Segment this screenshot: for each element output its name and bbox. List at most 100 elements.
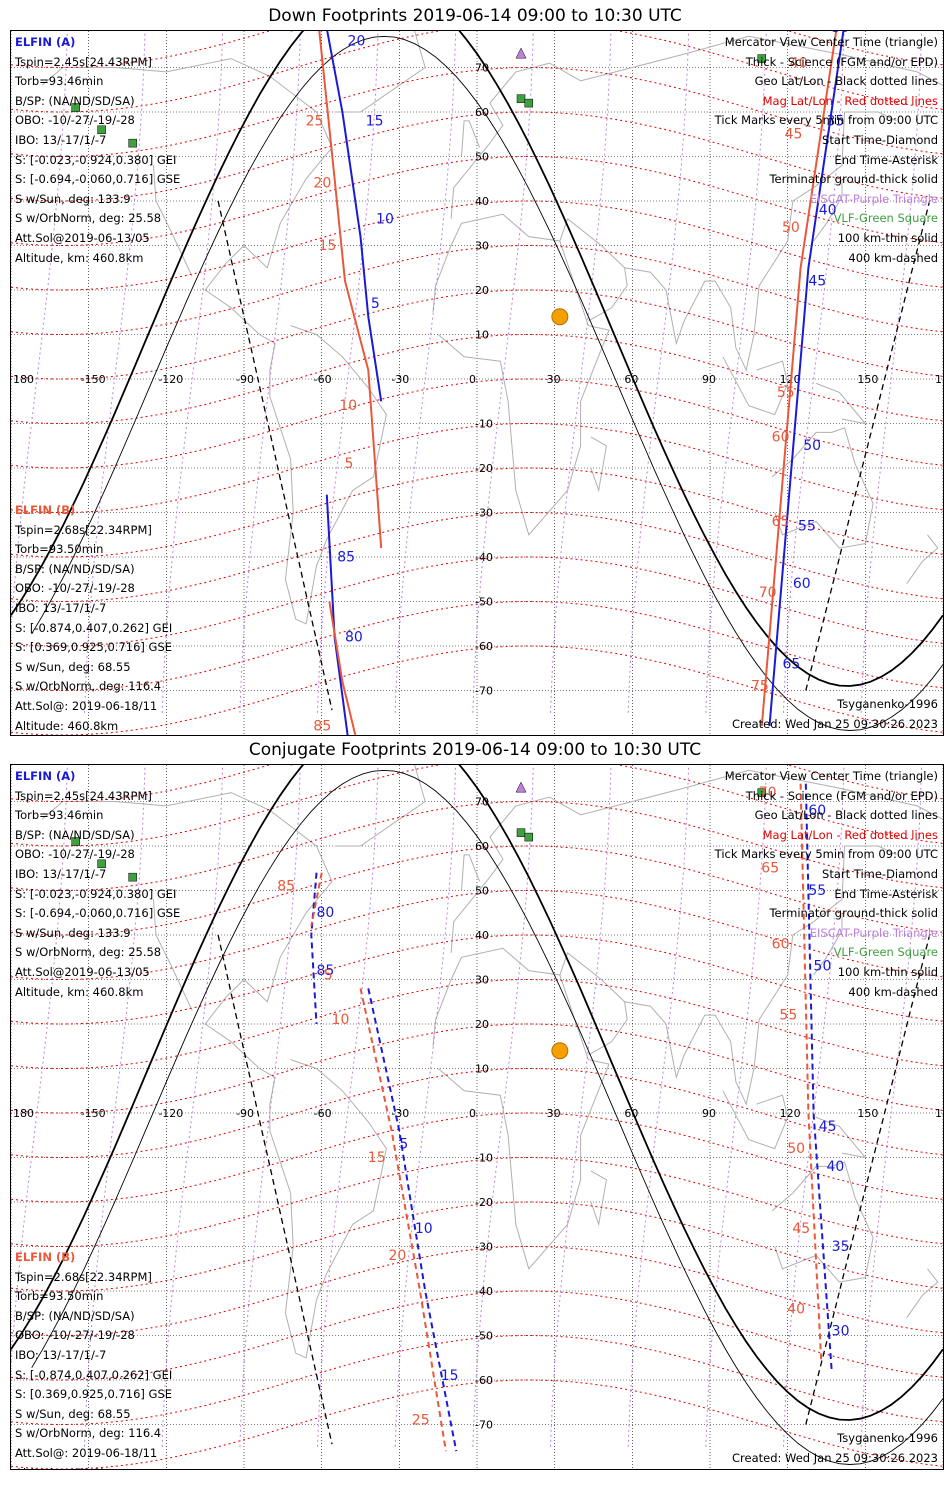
info-line: B/SP: (NA/ND/SD/SA) — [15, 1308, 135, 1323]
coastline — [590, 436, 607, 493]
elfin-b-tick-label: 85 — [277, 879, 295, 895]
mag-latitude-line — [11, 31, 943, 69]
elfin-b-info: ELFIN (B) Tspin=2.68s[22.34RPM] Torb=93.5… — [15, 501, 172, 735]
elfin-a-tick-label: 55 — [808, 883, 826, 899]
mag-longitude-line — [394, 31, 457, 713]
legend-item: 400 km-dashed — [848, 250, 938, 265]
mag-latitude-line — [11, 1379, 943, 1469]
lon-tick-label: 180 — [935, 373, 943, 386]
elfin-a-tick-label: 40 — [819, 202, 837, 218]
lat-tick-label: 40 — [475, 929, 489, 942]
elfin-a-tick-label: 85 — [316, 963, 334, 979]
lon-tick-label: 150 — [857, 373, 878, 386]
vlf-station-square — [757, 788, 767, 797]
mag-latitude-line — [11, 422, 943, 514]
info-line: Tspin=2.68s[22.34RPM] — [15, 1269, 152, 1284]
info-line: S: [0.369,0.925,0.716] GSE — [15, 1387, 173, 1402]
info-line: S: [-0.694,-0.060,0.716] GSE — [15, 172, 181, 187]
coastline — [450, 35, 943, 219]
elfin-b-tick-label: 20 — [313, 176, 331, 192]
mag-latitude-line — [11, 378, 943, 469]
legend-item: Mercator View Center Time (triangle) — [724, 769, 938, 783]
mag-latitude-line — [11, 556, 943, 647]
terminator — [11, 31, 943, 731]
info-line: B/SP: (NA/ND/SD/SA) — [15, 93, 135, 108]
elfin-b-track — [799, 783, 823, 1363]
info-line: S: [-0.874,0.407,0.262] GEI — [15, 1367, 173, 1382]
sun-marker — [551, 308, 569, 326]
coastline — [813, 178, 843, 242]
coastline — [41, 792, 387, 1359]
lon-tick-label: -60 — [314, 373, 332, 386]
elfin-b-tick-label: 60 — [772, 429, 790, 445]
mag-longitude-line — [239, 31, 301, 713]
coastline — [450, 769, 943, 953]
vlf-station-square — [516, 94, 526, 103]
lon-tick-label: 120 — [780, 1107, 801, 1120]
mag-latitude-line — [11, 1156, 943, 1248]
elfin-b-track — [760, 31, 838, 727]
map-down-footprints: 180-150-120-90-60-3003060901201501807060… — [10, 30, 944, 736]
map-canvas: 180-150-120-90-60-3003060901201501807060… — [11, 31, 943, 735]
legend-item: Mag Lat/Lon - Red dotted lines — [762, 93, 938, 108]
elfin-a-tick-label: 15 — [366, 113, 384, 129]
mag-longitude-line — [161, 765, 224, 1447]
info-line: B/SP: (NA/ND/SD/SA) — [15, 827, 135, 842]
lat-tick-label: -60 — [475, 640, 493, 653]
elfin-b-tick-label: 85 — [313, 719, 331, 735]
elfin-a-tick-label: 60 — [793, 576, 811, 592]
lat-tick-label: 10 — [475, 1063, 489, 1076]
mag-longitude-line — [550, 765, 612, 1447]
elfin-a-tick-label: 55 — [798, 518, 816, 534]
lat-tick-label: -10 — [475, 418, 493, 431]
terminator-100km-line — [31, 35, 943, 731]
elfin-b-tick-label: 75 — [751, 679, 769, 695]
info-line: Tspin=2.45s[24.43RPM] — [15, 54, 152, 69]
legend-item: Start Time-Diamond — [822, 866, 938, 881]
lon-tick-label: 180 — [13, 373, 34, 386]
coastline — [771, 427, 874, 549]
elfin-b-tick-label: 70 — [759, 785, 777, 801]
info-line: S w/Sun, deg: 133.9 — [15, 925, 131, 940]
mag-grid — [11, 31, 943, 735]
legend-item: Thick - Science (FGM and/or EPD) — [745, 54, 938, 69]
info-line: Altitude, km: 460.8km — [15, 250, 144, 265]
lat-tick-label: 20 — [475, 1018, 489, 1031]
mag-latitude-line — [11, 645, 943, 735]
elfin-a-tick-label: 40 — [827, 1159, 845, 1175]
lon-tick-label: -30 — [391, 373, 409, 386]
elfin-a-track — [367, 988, 458, 1452]
lat-tick-label: -20 — [475, 1196, 493, 1209]
coastline — [461, 120, 481, 157]
info-line: Att.Sol@2019-06-13/05 — [15, 964, 150, 979]
elfin-a-tick-label: 35 — [832, 1239, 850, 1255]
mag-latitude-line — [11, 800, 943, 892]
vlf-station-square — [524, 832, 534, 842]
coastline — [624, 845, 897, 1106]
elfin-a-tick-label: 30 — [832, 1324, 850, 1340]
elfin-a-tick-label: 10 — [415, 1221, 433, 1237]
terminator — [11, 765, 943, 1465]
elfin-b-tick-label: 40 — [790, 56, 808, 72]
elfin-a-lines: Tspin=2.45s[24.43RPM] Torb=93.46min B/SP: … — [15, 787, 180, 1003]
coastline — [41, 58, 387, 625]
elfin-b-tick-label: 55 — [777, 385, 795, 401]
legend-item: 100 km-thin solid — [837, 964, 938, 979]
footprint-tracks — [318, 31, 845, 735]
vlf-station-square — [757, 54, 767, 63]
lon-tick-label: 90 — [702, 373, 716, 386]
terminator-400km-line — [217, 934, 333, 1445]
mag-latitude-line — [11, 467, 943, 558]
terminator-ground-line — [11, 31, 943, 687]
terminator-400km-line — [805, 933, 931, 1425]
lat-tick-label: 60 — [475, 106, 489, 119]
legend-item: Terminator ground-thick solid — [769, 906, 938, 921]
elfin-a-info: ELFIN (A) Tspin=2.45s[24.43RPM] Torb=93.4… — [15, 33, 180, 268]
legend-item: VLF-Green Square — [833, 945, 938, 960]
legend-item: 400 km-dashed — [848, 984, 938, 999]
vlf-station-square — [71, 103, 80, 112]
lon-tick-label: 0 — [469, 373, 476, 386]
elfin-a-header: ELFIN (A) — [15, 769, 76, 783]
lat-tick-label: 10 — [475, 329, 489, 342]
mag-longitude-line — [84, 765, 146, 1447]
